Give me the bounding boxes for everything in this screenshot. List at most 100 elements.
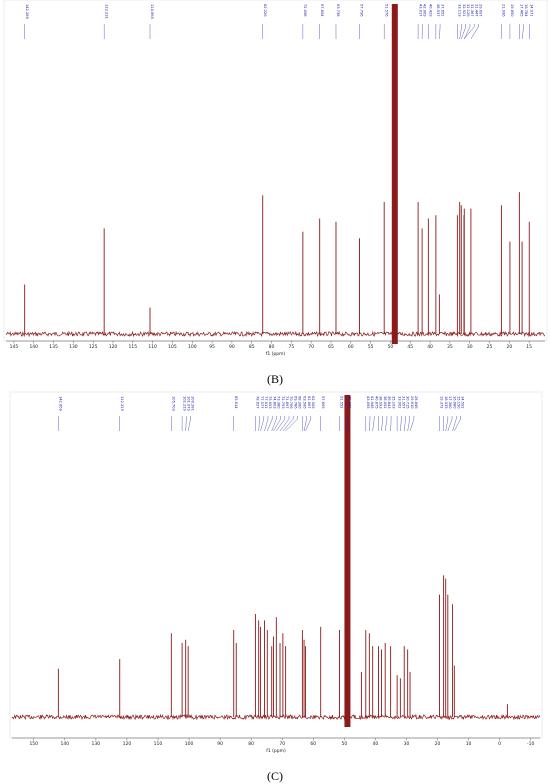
peak-label-30: 35.103 <box>391 396 395 409</box>
peak-label-3: 82.226 <box>263 4 267 17</box>
peak-label-13: 37.652 <box>440 4 444 17</box>
label-fan-35 <box>410 419 414 431</box>
peak-label-7: 78.627 <box>256 396 260 409</box>
x-tick-label-15: 70 <box>308 344 314 350</box>
peak-label-33: 30.715 <box>406 396 410 409</box>
x-tick-label-21: 40 <box>427 344 433 350</box>
peak-label-18: 63.506 <box>303 396 307 409</box>
peak-label-10: 42.009 <box>423 4 427 17</box>
label-fan-5 <box>188 419 190 431</box>
label-fan-29 <box>385 419 387 431</box>
peak-label-19: 62.967 <box>307 396 311 409</box>
label-fan-33 <box>404 419 405 431</box>
peak-label-4: 72.098 <box>303 4 307 17</box>
x-tick-label-10: 50 <box>341 741 347 747</box>
peak-label-12: 38.537 <box>436 4 440 17</box>
peak-label-5: 100.281 <box>191 396 195 411</box>
peak-label-9: 77.011 <box>264 396 268 409</box>
peak-label-12: 73.380 <box>277 396 281 409</box>
peak-label-20: 21.996 <box>502 4 506 17</box>
peak-label-17: 68.900 <box>298 396 302 409</box>
x-tick-label-13: 80 <box>269 344 275 350</box>
x-tick-label-16: 65 <box>328 344 334 350</box>
peak-label-10: 75.693 <box>268 396 272 409</box>
label-fan-26 <box>373 419 375 431</box>
peak-label-29: 36.843 <box>387 396 391 409</box>
x-tick-label-19: 50 <box>388 344 394 350</box>
x-tick-label-24: 25 <box>487 344 493 350</box>
x-tick-label-4: 110 <box>154 741 163 747</box>
label-fan-12 <box>272 419 277 431</box>
x-tick-label-23: 30 <box>467 344 473 350</box>
x-tick-label-3: 130 <box>69 344 78 350</box>
peak-label-28: 38.052 <box>383 396 387 409</box>
label-fan-25 <box>369 419 370 431</box>
label-fan-8 <box>259 419 260 431</box>
x-tick-label-12: 85 <box>249 344 255 350</box>
peak-label-0: 142.069 <box>59 396 63 412</box>
label-fan-11 <box>267 419 272 431</box>
peak-label-24: 14.971 <box>529 4 533 17</box>
peak-label-21: 57.609 <box>321 396 325 409</box>
x-tick-label-6: 115 <box>129 344 138 350</box>
peak-label-38: 17.360 <box>448 396 452 409</box>
peak-label-31: 33.002 <box>397 396 401 409</box>
peak-label-36: 19.372 <box>440 396 444 409</box>
x-tick-label-17: 60 <box>348 344 354 350</box>
x-tick-label-8: 70 <box>279 741 285 747</box>
peak-label-27: 38.993 <box>379 396 383 409</box>
x-tick-label-6: 90 <box>217 741 223 747</box>
x-tick-label-7: 80 <box>248 741 254 747</box>
x-tick-label-2: 135 <box>49 344 58 350</box>
peak-label-23: 49.000 <box>348 396 352 409</box>
peak-label-11: 40.429 <box>429 4 433 17</box>
x-tick-label-0: 145 <box>10 344 19 350</box>
peak-label-24: 43.095 <box>366 396 370 409</box>
peak-label-26: 40.875 <box>374 396 378 409</box>
peak-label-14: 33.113 <box>458 4 462 17</box>
peak-label-17: 31.367 <box>470 4 474 17</box>
x-tick-label-18: 55 <box>368 344 374 350</box>
peak-label-20: 62.509 <box>311 396 315 409</box>
peak-label-16: 32.126 <box>466 4 470 17</box>
peak-label-18: 31.447 <box>474 4 478 17</box>
x-tick-label-11: 40 <box>373 741 379 747</box>
peak-label-0: 142.289 <box>25 4 29 20</box>
x-tick-label-8: 105 <box>168 344 177 350</box>
peak-label-19: 29.697 <box>479 4 483 17</box>
x-tick-label-5: 100 <box>185 741 194 747</box>
x-tick-label-22: 35 <box>447 344 453 350</box>
label-fan-13 <box>439 27 440 39</box>
x-tick-label-14: 10 <box>466 741 472 747</box>
peak-label-16: 69.786 <box>293 396 297 409</box>
panel-label-b: (B) <box>0 372 550 387</box>
peak-label-41: 14.592 <box>461 396 465 409</box>
peak-label-1: 122.315 <box>120 396 124 411</box>
x-tick-label-5: 120 <box>109 344 118 350</box>
solvent-peak <box>344 395 350 727</box>
x-tick-label-26: 15 <box>526 344 532 350</box>
peak-label-11: 74.803 <box>272 396 276 409</box>
peak-label-2: 105.703 <box>172 396 176 411</box>
x-tick-label-7: 110 <box>148 344 157 350</box>
peak-label-13: 72.793 <box>281 396 285 409</box>
x-tick-label-25: 20 <box>506 344 512 350</box>
peak-label-1: 122.231 <box>104 4 108 19</box>
label-fan-40 <box>453 419 457 431</box>
x-tick-label-9: 60 <box>310 741 316 747</box>
x-tick-label-2: 130 <box>92 741 101 747</box>
label-fan-13 <box>274 419 281 431</box>
label-fan-41 <box>454 419 460 431</box>
panel-label-c: (C) <box>0 769 550 784</box>
peak-label-25: 41.945 <box>370 396 374 409</box>
x-tick-label-11: 90 <box>229 344 235 350</box>
x-tick-label-15: 0 <box>498 741 501 747</box>
peak-label-6: 63.738 <box>336 4 340 17</box>
label-fan-39 <box>448 419 452 431</box>
peak-label-23: 16.784 <box>524 4 528 17</box>
label-fan-9 <box>260 419 263 431</box>
peak-label-5: 67.854 <box>320 4 324 17</box>
peak-label-37: 18.035 <box>444 396 448 409</box>
